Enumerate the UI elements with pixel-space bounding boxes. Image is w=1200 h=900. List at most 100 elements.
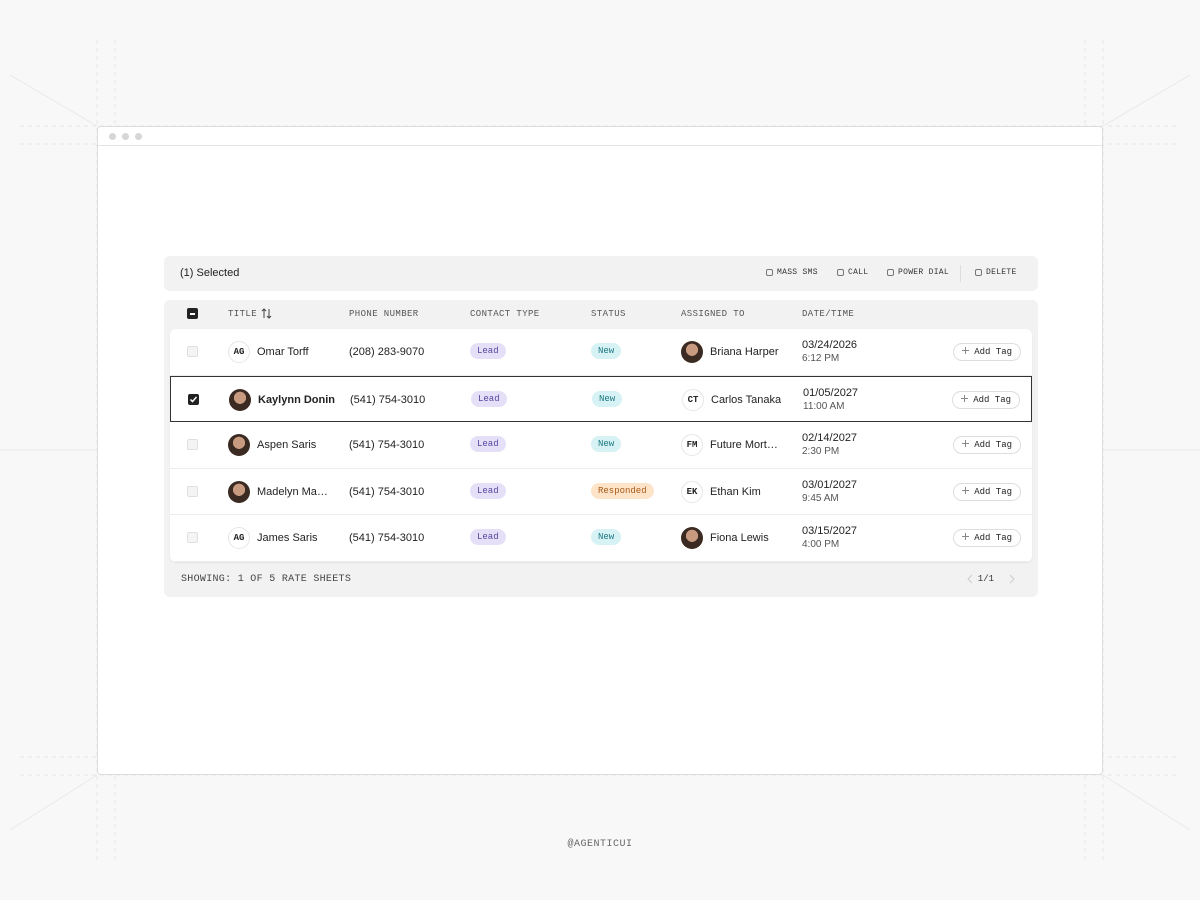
column-header[interactable]: TITLE [228, 309, 258, 319]
action-icon [887, 269, 894, 276]
sort-icon[interactable] [261, 308, 272, 319]
assignee-name: Briana Harper [710, 346, 779, 358]
status-badge: New [591, 529, 622, 546]
action-label: DELETE [986, 268, 1017, 277]
table-body: AG Omar Torff (208) 283-9070 Lead New Briana … [170, 329, 1032, 562]
date: 03/15/2027 [802, 525, 858, 538]
selected-count: (1) Selected [180, 267, 240, 279]
select-all-checkbox[interactable] [187, 308, 198, 319]
time: 4:00 PM [802, 539, 840, 551]
contact-type-badge: Lead [470, 436, 506, 453]
page-indicator: 1/1 [977, 574, 994, 584]
contact-type-badge: Lead [470, 482, 506, 499]
check-mark [189, 396, 198, 403]
row-checkbox[interactable] [187, 485, 198, 497]
window-dot [135, 133, 142, 140]
add-tag-button[interactable]: Add Tag [953, 529, 1021, 548]
plus-icon [962, 486, 970, 494]
contact-name: Madelyn Ma… [257, 485, 328, 498]
contact-initials: AG [228, 527, 250, 550]
toolbar-divider [960, 265, 961, 282]
phone-number: (541) 754-3010 [349, 532, 425, 545]
showing-text: SHOWING: 1 OF 5 RATE SHEETS [181, 574, 352, 585]
date: 03/24/2026 [802, 339, 858, 351]
toolbar-action[interactable]: DELETE [975, 268, 1017, 277]
contact-name: Omar Torff [257, 346, 309, 358]
add-tag-button[interactable]: Add Tag [953, 482, 1021, 501]
contact-name: Aspen Saris [257, 439, 317, 452]
contact-type-badge: Lead [470, 343, 506, 359]
add-tag-label: Add Tag [974, 533, 1012, 544]
next-page[interactable] [1008, 574, 1016, 584]
time: 9:45 AM [802, 492, 839, 504]
time: 6:12 PM [802, 353, 840, 364]
toolbar-action[interactable]: CALL [837, 268, 868, 277]
assignee-avatar [681, 341, 703, 363]
date: 01/05/2027 [803, 386, 859, 399]
assignee-avatar [681, 527, 703, 550]
selection-toolbar: (1) Selected MASS SMS CALL POWER DIAL DELET… [164, 256, 1038, 291]
status-badge: Responded [591, 482, 654, 499]
table-row[interactable]: Aspen Saris (541) 754-3010 Lead New FM Future… [170, 422, 1032, 469]
contact-type-badge: Lead [470, 529, 506, 546]
column-header: PHONE NUMBER [349, 309, 419, 319]
row-checkbox[interactable] [188, 393, 199, 405]
date: 02/14/2027 [802, 432, 858, 445]
contact-avatar [228, 434, 250, 457]
table-row[interactable]: AG Omar Torff (208) 283-9070 Lead New Briana … [170, 329, 1032, 376]
assignee-name: Future Mort… [710, 439, 778, 452]
row-checkbox[interactable] [187, 346, 198, 357]
add-tag-label: Add Tag [973, 394, 1011, 405]
status-badge: New [591, 436, 622, 453]
action-label: CALL [848, 268, 869, 277]
column-header: STATUS [591, 309, 626, 319]
contact-name: Kaylynn Donin [258, 393, 336, 406]
add-tag-label: Add Tag [974, 347, 1012, 357]
add-tag-label: Add Tag [974, 440, 1012, 451]
browser-window: (1) Selected MASS SMS CALL POWER DIAL DELET… [97, 126, 1103, 775]
column-header: CONTACT TYPE [470, 309, 540, 319]
table-row[interactable]: AG James Saris (541) 754-3010 Lead New Fiona … [170, 515, 1032, 562]
phone-number: (541) 754-3010 [349, 439, 425, 452]
action-label: MASS SMS [777, 268, 818, 277]
plus-icon [961, 394, 969, 402]
time: 2:30 PM [802, 446, 840, 458]
status-badge: New [592, 390, 623, 407]
prev-page[interactable] [966, 574, 974, 584]
plus-icon [962, 533, 970, 541]
assignee-name: Carlos Tanaka [711, 393, 782, 406]
toolbar-action[interactable]: POWER DIAL [887, 268, 949, 277]
assignee-name: Fiona Lewis [710, 532, 769, 545]
status-badge: New [591, 343, 622, 359]
phone-number: (541) 754-3010 [350, 393, 426, 406]
watermark: @AGENTICUI [567, 839, 633, 850]
assignee-initials: CT [682, 388, 704, 411]
table: AG Omar Torff (208) 283-9070 Lead New Briana … [164, 300, 1038, 597]
contact-type-badge: Lead [471, 390, 507, 407]
row-checkbox[interactable] [187, 439, 198, 451]
add-tag-button[interactable]: Add Tag [953, 343, 1021, 361]
date: 03/01/2027 [802, 478, 858, 491]
plus-icon [962, 347, 970, 354]
action-icon [975, 269, 982, 276]
time: 11:00 AM [803, 400, 845, 412]
assignee-name: Ethan Kim [710, 485, 761, 498]
assignee-initials: EK [681, 480, 703, 503]
phone-number: (541) 754-3010 [349, 485, 425, 498]
column-header: DATE/TIME [802, 309, 855, 319]
table-row[interactable]: Kaylynn Donin (541) 754-3010 Lead New CT Carl… [170, 375, 1032, 423]
phone-number: (208) 283-9070 [349, 346, 425, 358]
title-bar [98, 127, 1102, 146]
window-dot [122, 133, 129, 140]
toolbar-action[interactable]: MASS SMS [766, 268, 818, 277]
action-icon [837, 269, 844, 276]
add-tag-button[interactable]: Add Tag [952, 390, 1020, 409]
plus-icon [962, 440, 970, 448]
action-icon [766, 269, 773, 276]
row-checkbox[interactable] [187, 532, 198, 544]
add-tag-button[interactable]: Add Tag [953, 436, 1021, 455]
table-row[interactable]: Madelyn Ma… (541) 754-3010 Lead Responded EK… [170, 469, 1032, 516]
action-label: POWER DIAL [898, 268, 950, 277]
